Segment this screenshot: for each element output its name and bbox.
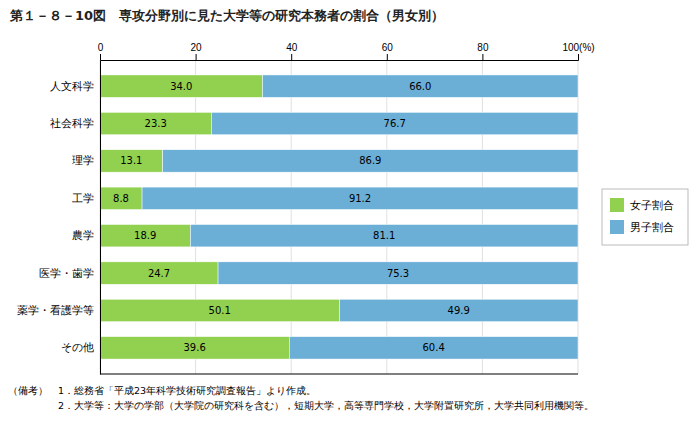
x-tick-mark (387, 54, 388, 60)
bar-segment (100, 262, 218, 284)
y-tick-label: 薬学・看護学等 (17, 304, 94, 316)
y-tick: 工学 (72, 192, 94, 204)
y-tick-label: 社会科学 (50, 117, 94, 129)
x-tick-label: 40 (286, 42, 298, 53)
legend-swatch (610, 220, 624, 234)
x-tick-mark (482, 54, 483, 60)
x-axis: 0 20 40 60 80 100(%) (98, 42, 595, 61)
data-label: 8.8 (113, 193, 129, 204)
y-tick-label: 人文科学 (50, 80, 94, 92)
x-tick-label: 60 (382, 42, 394, 53)
y-tick: 医学・歯学 (39, 267, 94, 279)
y-tick: その他 (61, 341, 94, 353)
grid (100, 60, 578, 374)
data-label: 86.9 (359, 155, 381, 166)
data-label: 34.0 (170, 81, 192, 92)
x-tick-mark (578, 54, 579, 60)
y-tick-label: 工学 (72, 192, 94, 204)
data-label: 91.2 (349, 193, 371, 204)
data-label: 81.1 (373, 230, 395, 241)
x-tick-label: 80 (477, 42, 489, 53)
plot-bottom-line (100, 374, 578, 375)
y-tick-label: 農学 (72, 229, 94, 241)
bar-segment (142, 187, 578, 209)
grid-line (578, 60, 579, 374)
bar-segment (339, 299, 578, 321)
data-label: 39.6 (184, 342, 206, 353)
grid-line (482, 60, 483, 374)
x-tick-mark (100, 54, 101, 60)
bar-segment (211, 112, 578, 134)
x-tick-label: 0 (98, 42, 104, 53)
x-tick: 0 (98, 42, 104, 60)
bar-segment (100, 75, 263, 97)
legend-box (602, 189, 688, 245)
x-tick-label: 20 (191, 42, 203, 53)
grid-line (386, 60, 387, 374)
y-tick: 薬学・看護学等 (17, 304, 94, 316)
data-label: 13.1 (120, 155, 142, 166)
x-axis-line (101, 54, 579, 61)
title: 第１－８－10図 専攻分野別に見た大学等の研究本務者の割合（男女別） (9, 8, 444, 23)
footnote: （備考） 1．総務省「平成23年科学技術研究調査報告」より作成。 (8, 385, 316, 396)
data-label: 49.9 (448, 305, 470, 316)
grid-line (100, 60, 101, 374)
footnote: 2．大学等：大学の学部（大学院の研究科を含む），短期大学，高等専門学校，大学附置… (8, 400, 594, 411)
bars (100, 75, 578, 359)
bar-segment (100, 224, 190, 246)
bar-segment (100, 150, 163, 172)
y-axis: 人文科学社会科学理学工学農学医学・歯学薬学・看護学等その他 (17, 61, 101, 375)
bar-segment (289, 337, 578, 359)
bar-segment (163, 150, 578, 172)
x-tick: 40 (286, 42, 298, 60)
data-label: 75.3 (387, 268, 409, 279)
data-label: 23.3 (145, 118, 167, 129)
grid-line (195, 60, 196, 374)
data-label: 50.1 (209, 305, 231, 316)
y-tick: 人文科学 (50, 80, 94, 92)
data-label: 60.4 (423, 342, 445, 353)
y-tick: 理学 (72, 154, 94, 166)
y-tick-label: その他 (61, 341, 94, 353)
bar-segment (263, 75, 578, 97)
data-label: 24.7 (148, 268, 170, 279)
data-label: 76.7 (384, 118, 406, 129)
data-label: 66.0 (409, 81, 431, 92)
x-tick-mark (291, 54, 292, 60)
data-labels: 34.0 23.3 13.1 8.8 18.9 24.7 50.1 39.6 66.0 76.7 8… (113, 81, 470, 354)
y-tick-label: 医学・歯学 (39, 267, 94, 279)
y-tick: 農学 (72, 229, 94, 241)
grid-line (291, 60, 292, 374)
legend-label: 女子割合 (630, 199, 674, 212)
bar-segment (100, 299, 339, 321)
legend-label: 男子割合 (630, 221, 674, 234)
x-tick: 100(%) (562, 42, 594, 60)
bar-segment (100, 187, 142, 209)
x-tick: 80 (477, 42, 489, 60)
bar-segment (190, 224, 578, 246)
chart: 第１－８－10図 専攻分野別に見た大学等の研究本務者の割合（男女別） 34.0 23… (0, 0, 698, 428)
bar-segment (100, 337, 289, 359)
x-tick-mark (196, 54, 197, 60)
bar-segment (218, 262, 578, 284)
x-tick: 60 (382, 42, 394, 60)
x-tick: 20 (191, 42, 203, 60)
legend-swatch (610, 198, 624, 212)
y-tick: 社会科学 (50, 117, 94, 129)
y-axis-line (100, 61, 101, 375)
data-label: 18.9 (134, 230, 156, 241)
y-tick-label: 理学 (72, 154, 94, 166)
bar-segment (100, 112, 211, 134)
legend: 女子割合男子割合 (602, 189, 688, 245)
x-tick-label: 100(%) (562, 42, 594, 53)
